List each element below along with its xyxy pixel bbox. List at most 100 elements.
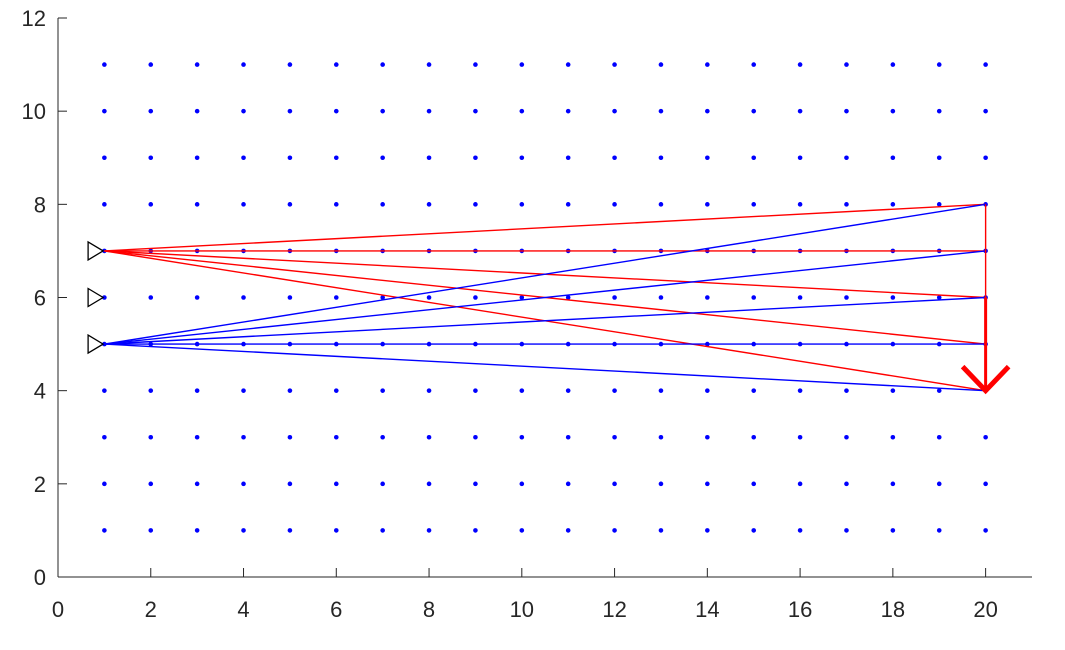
line [104,203,986,252]
grid-point [194,202,200,207]
grid-point [287,434,293,440]
grid-point [983,528,988,533]
grid-point [102,528,107,533]
grid-point [983,434,988,440]
grid-point [612,155,617,161]
x-tick-label: 10 [510,597,534,622]
y-tick-label: 6 [34,286,46,311]
grid-point [844,62,849,67]
grid-point [797,108,803,114]
grid-point [148,108,154,114]
source-marker [87,240,105,262]
grid-point [287,481,293,487]
grid-point [102,295,107,300]
grid-point [194,155,200,161]
y-tick-label: 2 [34,472,46,497]
grid-point [844,108,849,114]
grid-point [936,108,942,114]
grid-point [797,434,803,440]
grid-point [936,62,942,67]
grid-point [797,295,803,300]
grid-point [751,528,757,533]
grid-point [473,108,478,114]
grid-point [426,108,432,114]
grid-point [844,528,849,533]
grid-point [241,434,246,440]
x-tick-label: 2 [145,597,157,622]
grid-point [102,202,107,207]
grid-point [194,434,200,440]
grid-point [936,481,942,487]
grid-point [705,155,710,161]
grid-point [890,108,896,114]
grid-point [473,388,478,393]
grid-point [612,388,617,393]
grid-point [380,108,385,114]
grid-point [426,295,432,300]
grid-point [751,155,757,161]
grid-point [936,434,942,440]
grid-point [565,295,571,300]
arrow-head [960,364,1011,395]
grid-point [194,108,200,114]
grid-point [890,528,896,533]
grid-point [241,528,246,533]
grid-point [194,295,200,300]
grid-point [797,388,803,393]
grid-point [705,388,710,393]
grid-point [983,108,988,114]
grid-point [473,62,478,67]
grid-point [333,481,339,487]
x-tick-label: 8 [423,597,435,622]
grid-point [380,481,385,487]
grid-point [287,528,293,533]
x-tick-label: 4 [237,597,249,622]
grid-point [658,295,664,300]
y-tick-label: 12 [22,6,46,31]
grid-point [473,202,478,207]
grid-point [565,388,571,393]
y-tick-label: 0 [34,565,46,590]
grid-point [797,528,803,533]
grid-point [333,155,339,161]
grid-point [844,481,849,487]
grid-point [751,202,757,207]
grid-point [519,388,525,393]
grid-point [658,434,664,440]
grid-point [194,388,200,393]
grid-point [473,155,478,161]
grid-point [612,528,617,533]
grid-point [936,528,942,533]
grid-point [148,62,154,67]
grid-point [983,62,988,67]
grid-point [751,388,757,393]
grid-point [751,62,757,67]
grid-point [148,295,154,300]
grid-point [380,528,385,533]
grid-point [333,528,339,533]
grid-point [890,202,896,207]
grid-point [287,155,293,161]
grid-point [612,62,617,67]
y-tick-label: 8 [34,192,46,217]
grid-point [426,388,432,393]
x-tick-label: 12 [602,597,626,622]
grid-point [473,434,478,440]
grid-point [705,434,710,440]
grid-point [148,434,154,440]
grid-point [890,295,896,300]
grid-point [426,202,432,207]
grid-point [426,434,432,440]
grid-point [102,155,107,161]
grid-point [797,155,803,161]
grid-point [797,62,803,67]
grid-point [705,528,710,533]
grid-point [658,62,664,67]
grid-point [102,108,107,114]
grid-point [380,202,385,207]
grid-point [148,481,154,487]
grid-point [658,155,664,161]
grid-point [148,388,154,393]
grid-point [565,202,571,207]
